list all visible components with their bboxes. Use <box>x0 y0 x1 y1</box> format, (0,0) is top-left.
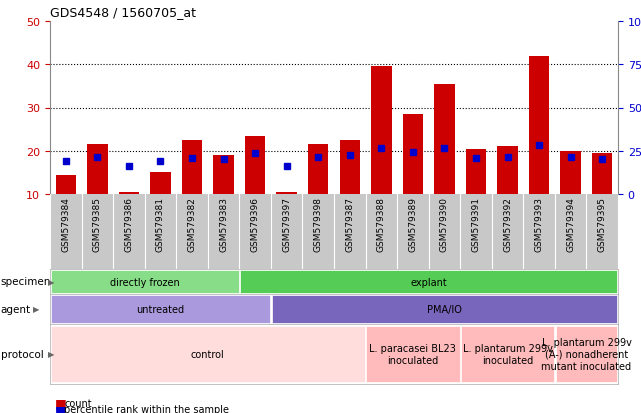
Bar <box>51 326 365 382</box>
Text: agent: agent <box>1 304 31 314</box>
Bar <box>340 140 360 195</box>
Text: ▶: ▶ <box>33 305 39 314</box>
Text: GDS4548 / 1560705_at: GDS4548 / 1560705_at <box>50 7 196 19</box>
Text: GSM579392: GSM579392 <box>503 197 512 252</box>
Text: GSM579382: GSM579382 <box>188 197 197 252</box>
Text: GSM579386: GSM579386 <box>124 197 133 252</box>
Text: directly frozen: directly frozen <box>110 277 179 287</box>
Text: GSM579394: GSM579394 <box>566 197 575 252</box>
Bar <box>461 326 554 382</box>
Text: L. plantarum 299v
(A-) nonadherent
mutant inoculated: L. plantarum 299v (A-) nonadherent mutan… <box>542 337 631 371</box>
Text: ■: ■ <box>54 396 66 410</box>
Text: GSM579390: GSM579390 <box>440 197 449 252</box>
Text: ▶: ▶ <box>48 350 54 358</box>
Bar <box>403 115 423 195</box>
Bar <box>371 67 392 195</box>
Text: GSM579387: GSM579387 <box>345 197 354 252</box>
Text: control: control <box>191 349 224 359</box>
Text: count: count <box>64 398 92 408</box>
Bar <box>51 295 271 323</box>
Text: percentile rank within the sample: percentile rank within the sample <box>64 404 229 413</box>
Bar <box>366 326 460 382</box>
Bar <box>56 175 76 195</box>
Bar <box>150 173 171 195</box>
Text: GSM579396: GSM579396 <box>251 197 260 252</box>
Bar <box>213 156 234 195</box>
Text: GSM579389: GSM579389 <box>408 197 417 252</box>
Bar <box>529 57 549 195</box>
Text: PMA/IO: PMA/IO <box>427 304 462 314</box>
Text: GSM579395: GSM579395 <box>597 197 607 252</box>
Text: GSM579385: GSM579385 <box>93 197 102 252</box>
Text: GSM579391: GSM579391 <box>472 197 481 252</box>
Text: L. plantarum 299v
inoculated: L. plantarum 299v inoculated <box>463 343 553 365</box>
Bar <box>182 140 203 195</box>
Text: GSM579381: GSM579381 <box>156 197 165 252</box>
Bar <box>51 270 238 294</box>
Bar <box>497 147 518 195</box>
Bar <box>592 154 613 195</box>
Bar <box>276 192 297 195</box>
Text: ▶: ▶ <box>48 277 54 286</box>
Bar <box>87 145 108 195</box>
Text: GSM579383: GSM579383 <box>219 197 228 252</box>
Bar <box>434 85 454 195</box>
Bar <box>119 192 139 195</box>
Text: ■: ■ <box>54 403 66 413</box>
Text: GSM579393: GSM579393 <box>535 197 544 252</box>
Text: GSM579384: GSM579384 <box>62 197 71 252</box>
Text: GSM579398: GSM579398 <box>313 197 322 252</box>
Text: explant: explant <box>410 277 447 287</box>
Text: GSM579388: GSM579388 <box>377 197 386 252</box>
Text: protocol: protocol <box>1 349 44 359</box>
Bar <box>560 152 581 195</box>
Bar <box>245 136 265 195</box>
Text: specimen: specimen <box>1 277 51 287</box>
Bar <box>466 149 487 195</box>
Text: GSM579397: GSM579397 <box>282 197 291 252</box>
Bar <box>308 145 328 195</box>
Bar <box>272 295 617 323</box>
Text: L. paracasei BL23
inoculated: L. paracasei BL23 inoculated <box>369 343 456 365</box>
Bar <box>556 326 617 382</box>
Bar <box>240 270 617 294</box>
Text: untreated: untreated <box>137 304 185 314</box>
